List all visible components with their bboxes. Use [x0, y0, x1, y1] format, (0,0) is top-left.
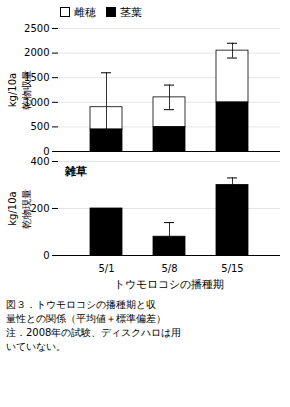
svg-text:2000: 2000 — [24, 47, 49, 58]
html-text:トウモロコシの播種期: トウモロコシの播種期 — [114, 278, 224, 291]
svg-text:1000: 1000 — [24, 96, 50, 108]
svg-text:雑草: 雑草 — [64, 165, 87, 178]
svg-text:400: 400 — [30, 156, 49, 167]
html-text:いていない。: いていない。 — [6, 341, 66, 352]
html-text:注．2008年の試験、ディスクハロは用: 注．2008年の試験、ディスクハロは用 — [6, 327, 182, 338]
svg-text:5/8: 5/8 — [161, 263, 177, 274]
html-text:茎葉: 茎葉 — [120, 5, 142, 19]
svg-text:0: 0 — [43, 146, 49, 155]
svg-text:0: 0 — [43, 250, 49, 261]
svg-text:200: 200 — [30, 203, 49, 214]
svg-text:乾物現量: 乾物現量 — [21, 189, 32, 229]
svg-text:1500: 1500 — [24, 71, 50, 83]
svg-text:5/15: 5/15 — [221, 263, 243, 274]
svg-text:500: 500 — [30, 121, 49, 132]
svg-text:kg/10a: kg/10a — [7, 191, 18, 225]
svg-text:2500: 2500 — [24, 23, 49, 34]
svg-text:5/1: 5/1 — [98, 263, 114, 274]
svg-text:kg/10a: kg/10a — [7, 73, 18, 107]
svg-text:乾物収量: 乾物収量 — [21, 70, 32, 110]
html-text:図３．トウモロコシの播種期と収: 図３．トウモロコシの播種期と収 — [6, 299, 156, 310]
html-text:量性との関係（平均値＋標準偏差）: 量性との関係（平均値＋標準偏差） — [6, 313, 166, 324]
html-text:雌穂: 雌穂 — [74, 5, 96, 19]
